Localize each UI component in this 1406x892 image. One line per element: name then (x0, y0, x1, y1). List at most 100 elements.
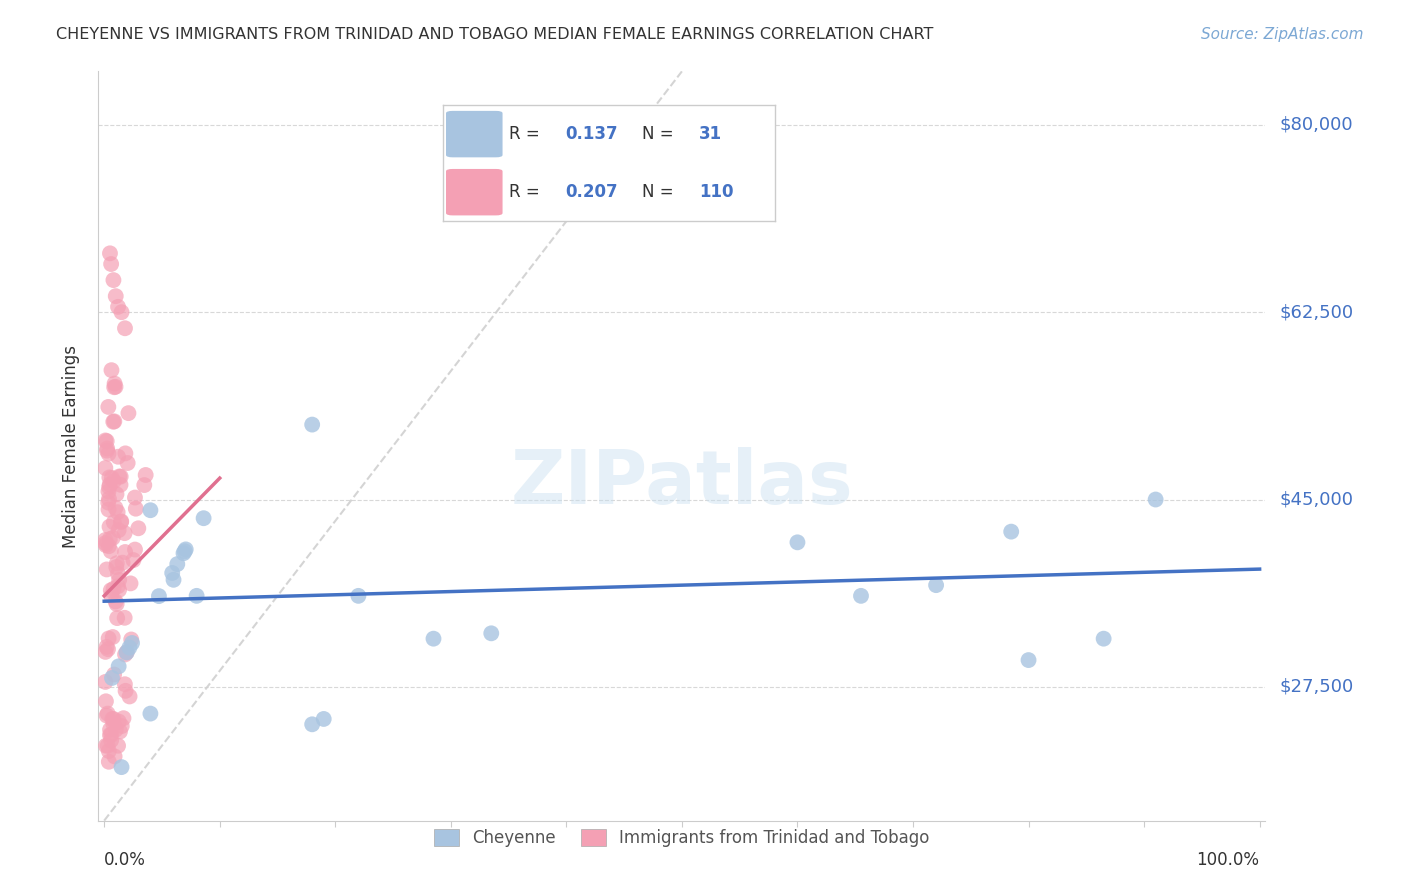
Point (174, 542, 197, 557)
Point (100, 583, 122, 598)
Point (118, 690, 141, 704)
Point (105, 611, 128, 625)
Point (94, 538, 117, 552)
Point (96, 708, 118, 723)
Point (160, 566, 183, 580)
Point (110, 760, 132, 774)
Point (101, 531, 124, 545)
Point (114, 683, 136, 698)
Point (108, 724, 131, 739)
Point (107, 505, 129, 519)
Point (103, 376, 125, 391)
Point (101, 471, 124, 485)
Point (100, 589, 122, 603)
Point (312, 712, 335, 726)
Point (117, 456, 139, 470)
Point (107, 450, 129, 464)
Point (117, 406, 139, 420)
Point (100, 728, 122, 742)
Text: 0.0%: 0.0% (104, 851, 146, 869)
Point (94, 533, 117, 547)
Point (100, 733, 122, 747)
Point (100, 257, 122, 271)
Point (100, 544, 122, 558)
Point (479, 626, 502, 640)
Text: CHEYENNE VS IMMIGRANTS FROM TRINIDAD AND TOBAGO MEDIAN FEMALE EARNINGS CORRELATI: CHEYENNE VS IMMIGRANTS FROM TRINIDAD AND… (56, 27, 934, 42)
Point (97, 400, 120, 414)
Point (107, 659, 129, 673)
Point (101, 712, 124, 726)
Point (118, 640, 141, 655)
Point (97, 642, 120, 657)
Point (105, 597, 128, 611)
Point (786, 535, 808, 549)
Point (98, 519, 121, 533)
Point (107, 566, 129, 581)
Point (1018, 653, 1040, 667)
Point (347, 589, 370, 603)
Point (925, 578, 948, 592)
Point (101, 630, 124, 644)
Point (114, 545, 136, 559)
Point (108, 469, 131, 483)
Point (120, 576, 142, 591)
Text: $27,500: $27,500 (1279, 678, 1354, 696)
Point (112, 711, 135, 725)
Point (301, 717, 323, 731)
Point (98, 470, 121, 484)
Point (125, 501, 148, 516)
Point (98, 532, 121, 546)
Point (103, 582, 125, 596)
Point (166, 557, 188, 571)
Point (104, 289, 127, 303)
Point (96, 640, 118, 654)
Legend: Cheyenne, Immigrants from Trinidad and Tobago: Cheyenne, Immigrants from Trinidad and T… (427, 822, 936, 854)
Point (110, 515, 132, 529)
Point (100, 363, 122, 377)
Point (105, 487, 128, 501)
Point (103, 667, 125, 681)
Point (98, 246, 121, 260)
Point (121, 636, 143, 650)
Point (107, 739, 129, 753)
Point (134, 478, 156, 492)
Point (127, 521, 149, 535)
Point (115, 646, 138, 660)
Point (114, 526, 136, 541)
Point (135, 467, 157, 482)
Point (94, 461, 117, 475)
Point (96, 442, 118, 456)
Point (114, 677, 136, 691)
Point (98, 491, 121, 506)
Point (301, 417, 323, 432)
Point (107, 579, 129, 593)
Point (110, 305, 132, 319)
Point (94, 434, 117, 448)
Point (97, 632, 120, 646)
Point (96, 434, 118, 449)
Text: $62,500: $62,500 (1279, 303, 1354, 321)
Point (107, 300, 129, 314)
Point (105, 556, 128, 570)
Point (110, 477, 132, 491)
Point (124, 491, 146, 505)
Point (103, 273, 125, 287)
Point (114, 611, 136, 625)
Point (97, 755, 120, 769)
Point (108, 573, 131, 587)
Point (96, 562, 118, 576)
Point (98, 723, 121, 737)
Point (139, 503, 162, 517)
Point (97, 539, 120, 553)
Text: Source: ZipAtlas.com: Source: ZipAtlas.com (1201, 27, 1364, 42)
Y-axis label: Median Female Earnings: Median Female Earnings (62, 344, 80, 548)
Point (105, 560, 128, 574)
Point (104, 594, 127, 608)
Point (104, 723, 127, 737)
Point (114, 446, 136, 460)
Point (114, 648, 136, 662)
Point (94, 739, 117, 753)
Point (94, 694, 117, 708)
Point (186, 589, 208, 603)
Point (103, 717, 125, 731)
